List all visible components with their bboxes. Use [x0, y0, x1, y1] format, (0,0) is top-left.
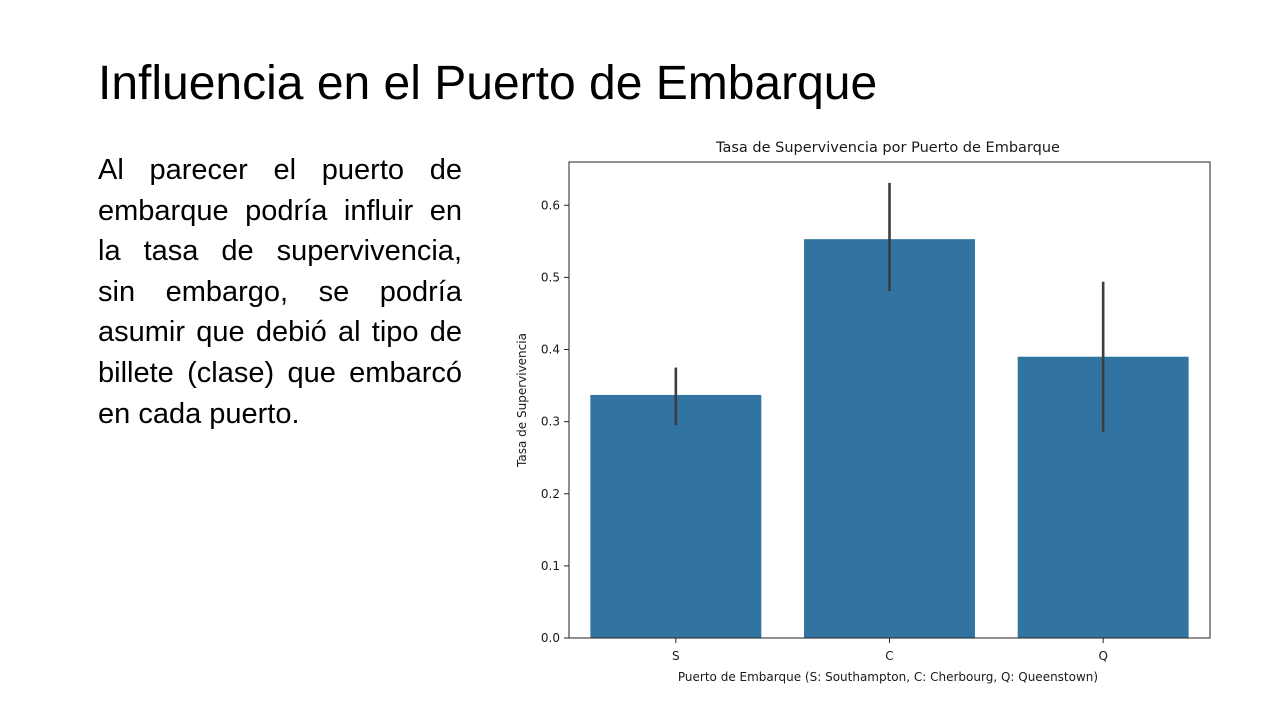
y-tick-label: 0.1	[541, 559, 560, 573]
y-tick-label: 0.0	[541, 631, 560, 645]
y-tick-label: 0.5	[541, 270, 560, 284]
y-tick-label: 0.2	[541, 487, 560, 501]
y-tick-label: 0.4	[541, 343, 560, 357]
plot-area: 0.0 0.1 0.2 0.3 0.4 0.5 0.6 S C Q	[541, 161, 1211, 663]
slide-title: Influencia en el Puerto de Embarque	[98, 57, 878, 110]
x-tick-label-s: S	[672, 649, 680, 663]
body-text: Al parecer el puerto de embarque podría …	[98, 154, 462, 430]
bar-c	[804, 239, 975, 638]
bar-s	[590, 394, 762, 638]
y-tick-label: 0.6	[541, 198, 560, 212]
chart-container: Tasa de Supervivencia por Puerto de Emba…	[500, 128, 1230, 694]
x-tick-label-q: Q	[1098, 649, 1107, 663]
chart-title: Tasa de Supervivencia por Puerto de Emba…	[715, 140, 1060, 156]
chart-x-axis-label: Puerto de Embarque (S: Southampton, C: C…	[678, 670, 1098, 684]
y-tick-label: 0.3	[541, 415, 560, 429]
bar-chart: Tasa de Supervivencia por Puerto de Emba…	[515, 140, 1211, 684]
chart-y-axis-label: Tasa de Supervivencia	[515, 333, 529, 468]
x-tick-label-c: C	[885, 649, 893, 663]
